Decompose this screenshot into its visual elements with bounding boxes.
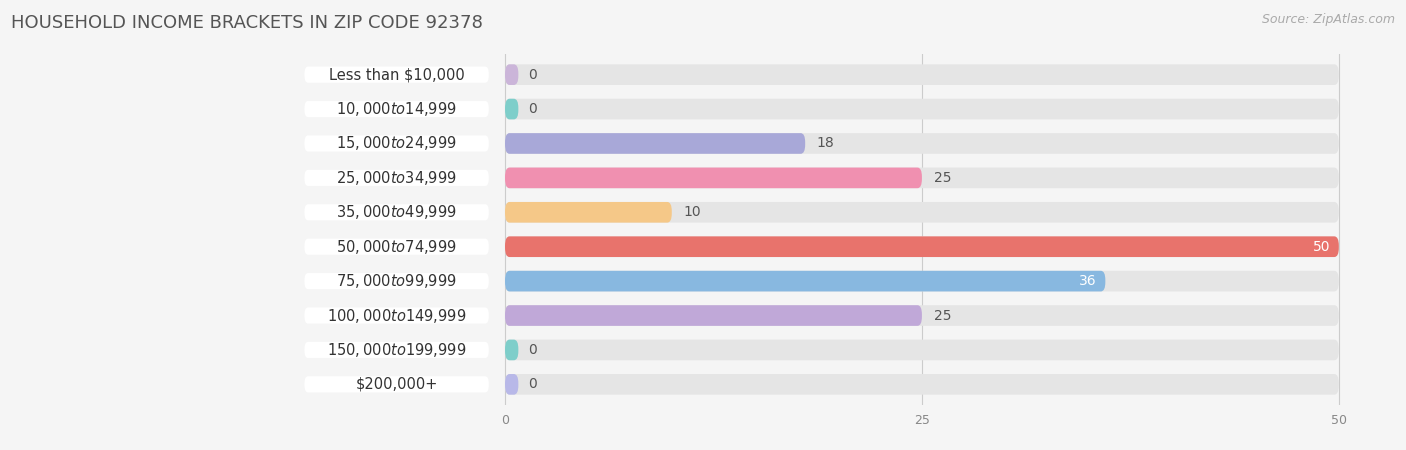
Text: $150,000 to $199,999: $150,000 to $199,999 bbox=[328, 341, 467, 359]
FancyBboxPatch shape bbox=[505, 167, 922, 188]
FancyBboxPatch shape bbox=[505, 64, 519, 85]
FancyBboxPatch shape bbox=[305, 170, 489, 186]
Text: 25: 25 bbox=[934, 309, 950, 323]
Text: 50: 50 bbox=[1313, 240, 1330, 254]
FancyBboxPatch shape bbox=[305, 238, 489, 255]
Text: 25: 25 bbox=[934, 171, 950, 185]
Text: 0: 0 bbox=[529, 343, 537, 357]
FancyBboxPatch shape bbox=[505, 99, 519, 119]
FancyBboxPatch shape bbox=[305, 342, 489, 358]
FancyBboxPatch shape bbox=[305, 307, 489, 324]
FancyBboxPatch shape bbox=[505, 340, 519, 360]
FancyBboxPatch shape bbox=[505, 202, 672, 223]
FancyBboxPatch shape bbox=[505, 64, 1339, 85]
Text: 0: 0 bbox=[529, 378, 537, 392]
FancyBboxPatch shape bbox=[505, 167, 1339, 188]
FancyBboxPatch shape bbox=[505, 271, 1105, 292]
FancyBboxPatch shape bbox=[505, 305, 1339, 326]
Text: $35,000 to $49,999: $35,000 to $49,999 bbox=[336, 203, 457, 221]
Text: $15,000 to $24,999: $15,000 to $24,999 bbox=[336, 135, 457, 153]
Text: $10,000 to $14,999: $10,000 to $14,999 bbox=[336, 100, 457, 118]
FancyBboxPatch shape bbox=[505, 236, 1339, 257]
FancyBboxPatch shape bbox=[505, 374, 1339, 395]
Text: HOUSEHOLD INCOME BRACKETS IN ZIP CODE 92378: HOUSEHOLD INCOME BRACKETS IN ZIP CODE 92… bbox=[11, 14, 484, 32]
FancyBboxPatch shape bbox=[505, 305, 922, 326]
FancyBboxPatch shape bbox=[505, 99, 1339, 119]
Text: $100,000 to $149,999: $100,000 to $149,999 bbox=[328, 306, 467, 324]
Text: Source: ZipAtlas.com: Source: ZipAtlas.com bbox=[1261, 14, 1395, 27]
FancyBboxPatch shape bbox=[305, 204, 489, 220]
FancyBboxPatch shape bbox=[505, 202, 1339, 223]
FancyBboxPatch shape bbox=[505, 374, 519, 395]
FancyBboxPatch shape bbox=[305, 376, 489, 392]
Text: $25,000 to $34,999: $25,000 to $34,999 bbox=[336, 169, 457, 187]
FancyBboxPatch shape bbox=[305, 273, 489, 289]
Text: $200,000+: $200,000+ bbox=[356, 377, 437, 392]
Text: $75,000 to $99,999: $75,000 to $99,999 bbox=[336, 272, 457, 290]
FancyBboxPatch shape bbox=[305, 101, 489, 117]
Text: 18: 18 bbox=[817, 136, 835, 150]
Text: Less than $10,000: Less than $10,000 bbox=[329, 67, 464, 82]
FancyBboxPatch shape bbox=[505, 236, 1339, 257]
Text: 0: 0 bbox=[529, 68, 537, 81]
Text: 10: 10 bbox=[683, 205, 702, 219]
FancyBboxPatch shape bbox=[305, 67, 489, 83]
Text: 36: 36 bbox=[1080, 274, 1097, 288]
Text: 0: 0 bbox=[529, 102, 537, 116]
FancyBboxPatch shape bbox=[505, 340, 1339, 360]
FancyBboxPatch shape bbox=[505, 133, 1339, 154]
FancyBboxPatch shape bbox=[305, 135, 489, 152]
FancyBboxPatch shape bbox=[505, 133, 806, 154]
FancyBboxPatch shape bbox=[505, 271, 1339, 292]
Text: $50,000 to $74,999: $50,000 to $74,999 bbox=[336, 238, 457, 256]
